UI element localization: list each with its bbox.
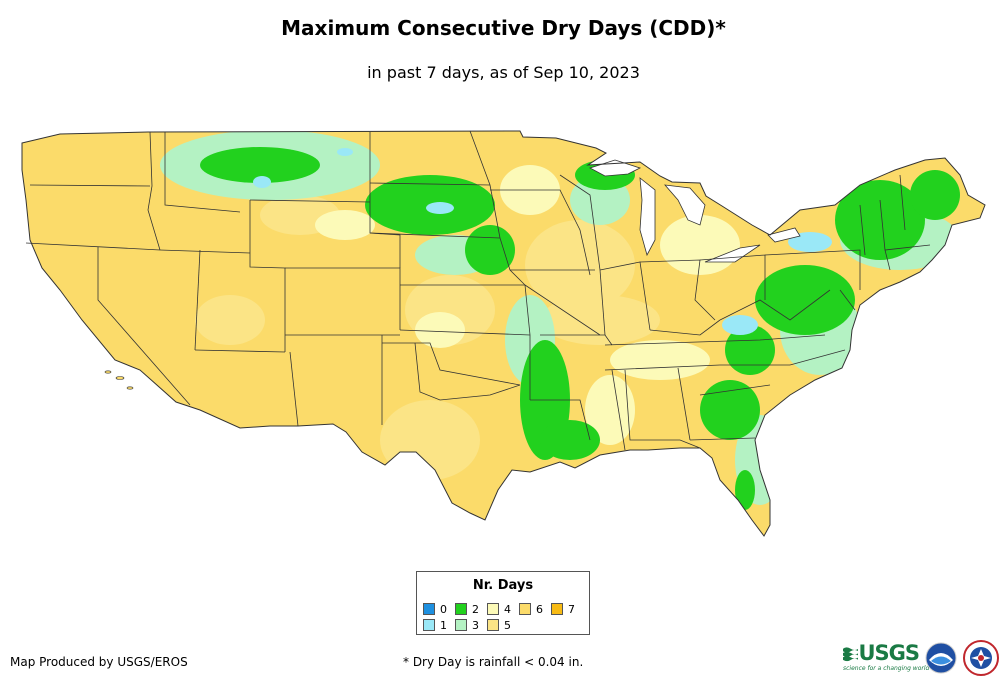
legend-swatch bbox=[487, 619, 499, 631]
legend-item-5: 5 bbox=[487, 617, 519, 633]
legend: Nr. Days 0 1 2 3 4 5 6 bbox=[416, 571, 590, 635]
legend-swatch bbox=[455, 603, 467, 615]
legend-label: 5 bbox=[504, 618, 511, 632]
legend-label: 4 bbox=[504, 602, 511, 616]
legend-item-7: 7 bbox=[551, 601, 583, 617]
usgs-logo: USGS science for a changing world bbox=[843, 641, 930, 675]
usgs-wave-icon bbox=[843, 647, 859, 662]
legend-label: 6 bbox=[536, 602, 543, 616]
legend-item-4: 4 bbox=[487, 601, 519, 617]
map-subtitle: in past 7 days, as of Sep 10, 2023 bbox=[367, 63, 640, 82]
legend-swatch bbox=[551, 603, 563, 615]
legend-swatch bbox=[455, 619, 467, 631]
legend-swatch bbox=[423, 619, 435, 631]
legend-title: Nr. Days bbox=[472, 578, 534, 593]
dry-day-definition-note: * Dry Day is rainfall < 0.04 in. bbox=[403, 655, 584, 669]
legend-item-2: 2 bbox=[455, 601, 487, 617]
legend-item-0: 0 bbox=[423, 601, 455, 617]
legend-label: 2 bbox=[472, 602, 479, 616]
legend-label: 0 bbox=[440, 602, 447, 616]
legend-grid: 0 1 2 3 4 5 6 7 bbox=[423, 601, 583, 633]
noaa-logo-icon bbox=[925, 642, 957, 674]
usgs-wordmark: USGS bbox=[858, 641, 920, 665]
legend-swatch bbox=[519, 603, 531, 615]
usgs-tagline: science for a changing world bbox=[843, 665, 930, 672]
legend-swatch bbox=[423, 603, 435, 615]
legend-label: 7 bbox=[568, 602, 575, 616]
produced-by-note: Map Produced by USGS/EROS bbox=[10, 655, 188, 669]
us-dry-days-map bbox=[21, 130, 986, 537]
legend-item-1: 1 bbox=[423, 617, 455, 633]
legend-item-3: 3 bbox=[455, 617, 487, 633]
legend-label: 3 bbox=[472, 618, 479, 632]
map-title: Maximum Consecutive Dry Days (CDD)* bbox=[281, 16, 726, 40]
legend-item-6: 6 bbox=[519, 601, 551, 617]
legend-label: 1 bbox=[440, 618, 447, 632]
nws-logo-icon bbox=[963, 640, 999, 676]
legend-swatch bbox=[487, 603, 499, 615]
